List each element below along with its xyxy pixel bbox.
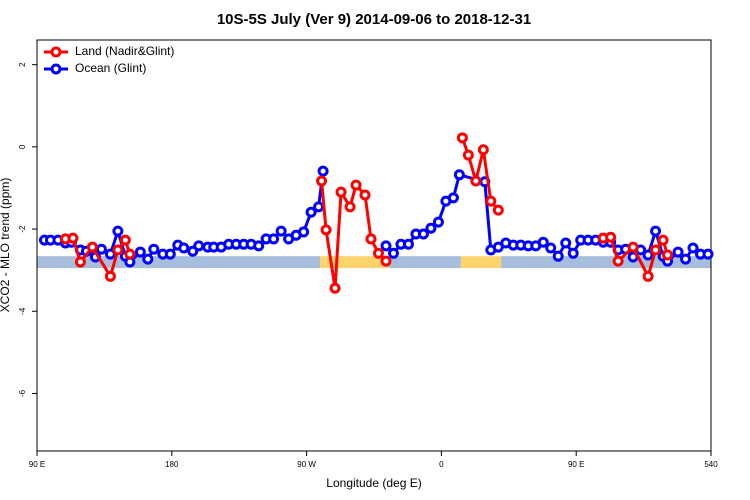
surface-band-segment bbox=[460, 256, 502, 269]
data-point bbox=[329, 282, 341, 294]
surface-band-segment bbox=[388, 256, 461, 269]
data-point bbox=[95, 243, 107, 255]
y-tick-label: -2 bbox=[18, 225, 27, 233]
data-point bbox=[193, 240, 205, 252]
data-point bbox=[612, 255, 624, 267]
data-point bbox=[268, 233, 280, 245]
data-point bbox=[142, 253, 154, 265]
surface-band-segment bbox=[501, 256, 711, 269]
data-point bbox=[680, 253, 692, 265]
y-tick-label: -4 bbox=[18, 307, 27, 315]
data-point bbox=[672, 246, 684, 258]
data-point bbox=[335, 186, 347, 198]
data-point bbox=[253, 240, 265, 252]
legend-marker bbox=[50, 46, 62, 58]
data-point bbox=[605, 231, 617, 243]
data-point bbox=[148, 243, 160, 255]
x-tick-label: 0 bbox=[439, 460, 444, 469]
data-point bbox=[320, 224, 332, 236]
surface-band-segment bbox=[320, 256, 389, 269]
data-point bbox=[164, 248, 176, 260]
x-tick-label: 90 E bbox=[568, 460, 584, 469]
data-point bbox=[462, 149, 474, 161]
x-axis-label: Longitude (deg E) bbox=[326, 476, 421, 490]
data-point bbox=[456, 132, 468, 144]
data-point bbox=[485, 195, 497, 207]
plot-frame bbox=[36, 39, 712, 452]
data-point bbox=[567, 247, 579, 259]
data-point bbox=[380, 240, 392, 252]
y-tick-label: 2 bbox=[18, 62, 27, 67]
data-point bbox=[67, 232, 79, 244]
data-point bbox=[432, 216, 444, 228]
data-point bbox=[359, 189, 371, 201]
x-tick-label: 540 bbox=[704, 460, 718, 469]
legend-label: Land (Nadir&Glint) bbox=[75, 44, 174, 58]
y-axis-label: XCO2 - MLO trend (ppm) bbox=[0, 178, 12, 313]
data-point bbox=[662, 249, 674, 261]
x-tick-label: 90 E bbox=[29, 460, 45, 469]
data-point bbox=[687, 242, 699, 254]
data-point bbox=[365, 233, 377, 245]
data-point bbox=[298, 226, 310, 238]
data-point bbox=[402, 238, 414, 250]
data-point bbox=[275, 225, 287, 237]
data-point bbox=[313, 201, 325, 213]
data-point bbox=[417, 228, 429, 240]
data-point bbox=[642, 249, 654, 261]
legend-marker bbox=[50, 63, 62, 75]
data-point bbox=[344, 201, 356, 213]
data-point bbox=[447, 192, 459, 204]
data-point bbox=[650, 225, 662, 237]
series-line bbox=[65, 137, 669, 289]
data-point bbox=[560, 237, 572, 249]
data-point bbox=[112, 244, 124, 256]
data-point bbox=[657, 234, 669, 246]
data-point bbox=[387, 247, 399, 259]
data-point bbox=[453, 169, 465, 181]
y-tick-label: 0 bbox=[18, 144, 27, 149]
data-point bbox=[702, 248, 714, 260]
data-point bbox=[492, 204, 504, 216]
y-tick-label: -6 bbox=[18, 389, 27, 397]
data-point bbox=[470, 175, 482, 187]
data-point bbox=[104, 270, 116, 282]
data-point bbox=[650, 244, 662, 256]
data-point bbox=[74, 256, 86, 268]
data-point bbox=[119, 234, 131, 246]
data-point bbox=[537, 236, 549, 248]
x-tick-label: 90 W bbox=[297, 460, 316, 469]
surface-band-segment bbox=[37, 256, 321, 269]
data-point bbox=[305, 206, 317, 218]
data-point bbox=[425, 222, 437, 234]
data-point bbox=[316, 175, 328, 187]
data-point bbox=[86, 241, 98, 253]
data-point bbox=[134, 246, 146, 258]
data-point bbox=[124, 248, 136, 260]
data-point bbox=[627, 241, 639, 253]
data-point bbox=[317, 165, 329, 177]
data-point bbox=[380, 255, 392, 267]
data-point bbox=[545, 242, 557, 254]
data-point bbox=[178, 242, 190, 254]
data-point bbox=[372, 247, 384, 259]
data-point bbox=[477, 144, 489, 156]
data-point bbox=[112, 225, 124, 237]
legend-label: Ocean (Glint) bbox=[75, 61, 146, 75]
data-point bbox=[552, 250, 564, 262]
data-point bbox=[642, 270, 654, 282]
data-point bbox=[350, 179, 362, 191]
chart-title: 10S-5S July (Ver 9) 2014-09-06 to 2018-1… bbox=[217, 11, 531, 28]
x-tick-label: 180 bbox=[165, 460, 179, 469]
